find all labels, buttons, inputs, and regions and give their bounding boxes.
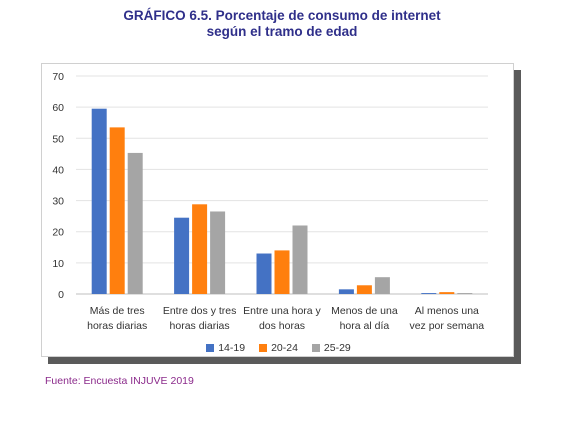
bar-25-29-1 [127,152,143,294]
source-note: Fuente: Encuesta INJUVE 2019 [45,375,194,387]
x-tick-label-line: Entre una hora y [243,305,321,317]
y-tick-label: 40 [52,164,64,176]
bar-25-29-3 [292,225,308,294]
bar-14-19-1 [91,108,107,294]
y-tick-label: 10 [52,258,64,270]
x-tick-label: Más de tres horas diarias [87,305,147,332]
chart-frame: 0 10 20 30 40 50 60 70 Más de tres horas diarias E… [41,63,514,357]
bar-25-29-5 [457,293,473,294]
bar-25-29-2 [210,211,226,294]
y-tick-label: 60 [52,102,64,114]
bar-14-19-2 [174,217,190,294]
bar-25-29-4 [374,277,390,294]
x-tick-label-line: dos horas [259,320,305,332]
legend-swatch [206,344,215,352]
legend-item: 20-24 [259,342,298,354]
bar-20-24-5 [439,292,455,294]
x-tick-label-line: vez por semana [409,320,484,332]
legend-label: 20-24 [271,342,298,354]
bar-14-19-5 [421,293,437,294]
chart-legend: 14-19 20-24 25-29 [42,342,515,354]
chart-title-line-2: según el tramo de edad [206,24,358,39]
y-tick-label: 30 [52,196,64,208]
chart-title-line-1: GRÁFICO 6.5. Porcentaje de consumo de in… [123,8,441,23]
legend-swatch [259,344,268,352]
y-tick-label: 20 [52,227,64,239]
x-tick-label-line: Más de tres [90,305,145,317]
x-tick-label-line: Entre dos y tres [163,305,237,317]
x-tick-label-line: Menos de una [331,305,398,317]
x-tick-label: Al menos una vez por semana [409,305,484,332]
chart-title: GRÁFICO 6.5. Porcentaje de consumo de in… [0,8,564,40]
x-tick-label-line: horas diarias [170,320,230,332]
legend-item: 14-19 [206,342,245,354]
legend-swatch [311,344,320,352]
legend-item: 25-29 [311,342,351,354]
bar-20-24-3 [274,250,290,294]
y-tick-label: 70 [52,71,64,83]
bar-20-24-1 [109,127,125,294]
x-tick-label: Entre dos y tres horas diarias [163,305,237,332]
x-tick-label-line: Al menos una [415,305,479,317]
x-tick-label: Entre una hora y dos horas [243,305,321,332]
bar-20-24-4 [356,285,372,294]
bar-14-19-3 [256,253,272,294]
y-tick-label: 50 [52,133,64,145]
x-tick-label: Menos de una hora al día [331,305,398,332]
legend-label: 25-29 [323,342,351,354]
bar-14-19-4 [338,289,354,294]
bar-20-24-2 [192,204,208,294]
x-tick-label-line: hora al día [340,320,390,332]
y-tick-label: 0 [58,289,64,301]
x-tick-label-line: horas diarias [87,320,147,332]
legend-label: 14-19 [218,342,246,354]
